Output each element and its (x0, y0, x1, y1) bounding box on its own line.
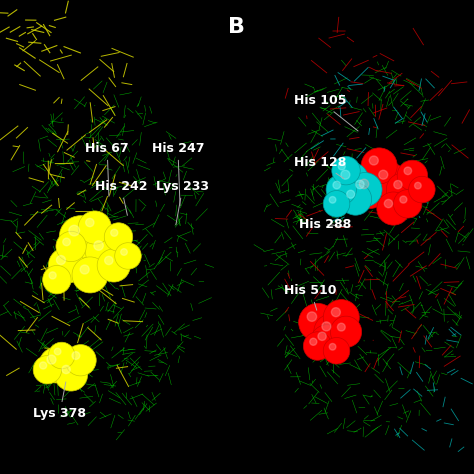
Circle shape (318, 332, 326, 340)
Circle shape (94, 241, 103, 250)
Circle shape (80, 265, 89, 274)
Circle shape (303, 332, 332, 360)
Circle shape (85, 232, 123, 270)
Circle shape (33, 356, 62, 384)
Circle shape (323, 300, 359, 336)
Circle shape (110, 229, 118, 237)
Circle shape (330, 316, 362, 347)
Text: His 288: His 288 (299, 218, 351, 230)
Circle shape (415, 182, 421, 189)
Circle shape (386, 173, 419, 206)
Text: Lys 233: Lys 233 (156, 180, 210, 225)
Circle shape (404, 167, 411, 174)
Circle shape (333, 162, 369, 198)
Circle shape (55, 358, 88, 391)
Circle shape (48, 342, 75, 369)
Circle shape (65, 345, 96, 376)
Circle shape (47, 355, 56, 364)
Circle shape (356, 180, 364, 189)
Text: Lys 378: Lys 378 (33, 382, 86, 420)
Circle shape (59, 216, 102, 258)
Circle shape (55, 348, 61, 355)
Circle shape (39, 347, 75, 383)
Circle shape (351, 171, 389, 209)
Circle shape (86, 219, 94, 227)
Circle shape (310, 325, 344, 358)
Circle shape (78, 211, 111, 244)
Circle shape (314, 314, 350, 350)
Circle shape (322, 322, 331, 331)
Circle shape (338, 163, 345, 170)
Circle shape (49, 272, 56, 279)
Circle shape (337, 323, 345, 331)
Circle shape (379, 170, 388, 179)
Text: B: B (228, 17, 246, 36)
Circle shape (307, 312, 317, 321)
Circle shape (409, 176, 435, 203)
Circle shape (377, 192, 410, 225)
Circle shape (72, 352, 80, 359)
Circle shape (400, 196, 407, 203)
Circle shape (48, 247, 84, 283)
Circle shape (323, 337, 350, 364)
Circle shape (333, 181, 340, 189)
Circle shape (56, 231, 86, 262)
Circle shape (326, 174, 356, 205)
Circle shape (104, 223, 133, 251)
Circle shape (361, 148, 397, 184)
Circle shape (62, 365, 70, 374)
Circle shape (43, 265, 71, 294)
Circle shape (97, 249, 130, 282)
Circle shape (63, 238, 70, 246)
Circle shape (329, 197, 336, 203)
Circle shape (384, 200, 392, 208)
Circle shape (72, 257, 108, 293)
Circle shape (310, 338, 317, 345)
Text: His 128: His 128 (294, 156, 346, 179)
Circle shape (348, 173, 382, 207)
Circle shape (397, 160, 428, 191)
Text: His 242: His 242 (95, 180, 147, 215)
Circle shape (329, 344, 336, 350)
Circle shape (299, 303, 337, 341)
Circle shape (323, 191, 350, 217)
Text: His 67: His 67 (85, 142, 129, 196)
Circle shape (331, 308, 340, 317)
Circle shape (369, 156, 378, 165)
Text: His 510: His 510 (284, 284, 337, 310)
Text: His 105: His 105 (294, 94, 358, 131)
Circle shape (121, 249, 128, 255)
Circle shape (332, 156, 360, 185)
Text: His 247: His 247 (152, 142, 204, 206)
Circle shape (393, 190, 422, 218)
Circle shape (115, 243, 141, 269)
Circle shape (69, 225, 80, 236)
Circle shape (40, 362, 46, 369)
Circle shape (359, 179, 369, 189)
Circle shape (341, 170, 350, 179)
Circle shape (56, 255, 65, 264)
Circle shape (105, 256, 113, 264)
Circle shape (339, 183, 372, 215)
Circle shape (394, 181, 402, 189)
Circle shape (346, 190, 355, 198)
Circle shape (371, 162, 407, 198)
